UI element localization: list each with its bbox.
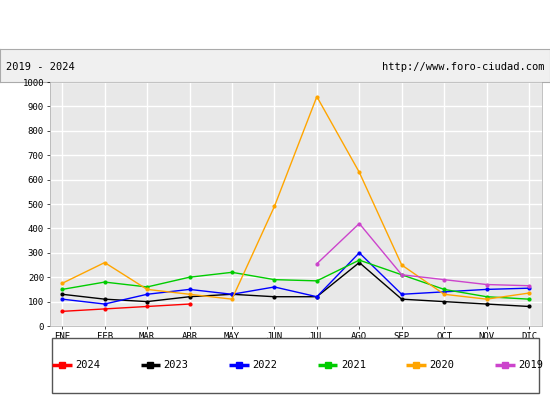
2023	[441, 299, 448, 304]
2021	[356, 258, 362, 262]
2023	[526, 304, 532, 309]
2022	[271, 284, 278, 289]
FancyBboxPatch shape	[52, 338, 540, 393]
2022	[101, 302, 108, 306]
Text: 2019: 2019	[518, 360, 543, 370]
Text: http://www.foro-ciudad.com: http://www.foro-ciudad.com	[382, 62, 544, 72]
2022	[186, 287, 193, 292]
2023	[144, 299, 150, 304]
2023	[101, 297, 108, 302]
2023	[186, 294, 193, 299]
2023	[59, 292, 65, 297]
2020	[144, 287, 150, 292]
Text: 2019 - 2024: 2019 - 2024	[6, 62, 74, 72]
2019	[483, 282, 490, 287]
2021	[271, 277, 278, 282]
2020	[526, 291, 532, 296]
2020	[483, 297, 490, 302]
Text: 2021: 2021	[341, 360, 366, 370]
Line: 2024: 2024	[61, 303, 191, 313]
2020	[314, 94, 320, 99]
2019	[314, 261, 320, 266]
2020	[271, 204, 278, 209]
2020	[101, 260, 108, 265]
2023	[398, 297, 405, 302]
2020	[229, 297, 235, 302]
2022	[356, 250, 362, 255]
2023	[314, 294, 320, 299]
Line: 2020: 2020	[61, 95, 530, 300]
2021	[101, 280, 108, 284]
2023	[229, 292, 235, 297]
2021	[483, 294, 490, 299]
Text: Evolucion Nº Turistas Nacionales en el municipio de Nacimiento: Evolucion Nº Turistas Nacionales en el m…	[27, 18, 523, 30]
2021	[441, 287, 448, 292]
2020	[398, 262, 405, 267]
2022	[144, 292, 150, 297]
2019	[398, 272, 405, 277]
2023	[356, 260, 362, 265]
2024	[59, 309, 65, 314]
2021	[186, 275, 193, 280]
2024	[144, 304, 150, 309]
2022	[59, 297, 65, 302]
2021	[59, 287, 65, 292]
2020	[59, 281, 65, 286]
2022	[229, 292, 235, 297]
Text: 2023: 2023	[164, 360, 189, 370]
Line: 2021: 2021	[61, 259, 530, 300]
2023	[483, 302, 490, 306]
2022	[314, 294, 320, 299]
Line: 2019: 2019	[316, 222, 530, 287]
2019	[441, 277, 448, 282]
2020	[186, 292, 193, 297]
2019	[526, 283, 532, 288]
2022	[526, 286, 532, 290]
2021	[314, 278, 320, 283]
Text: 2022: 2022	[252, 360, 277, 370]
2022	[483, 287, 490, 292]
2020	[441, 292, 448, 297]
2023	[271, 294, 278, 299]
2021	[398, 272, 405, 277]
2024	[101, 306, 108, 311]
2021	[144, 284, 150, 289]
Line: 2022: 2022	[61, 252, 530, 306]
2021	[526, 297, 532, 302]
2021	[229, 270, 235, 275]
2022	[441, 290, 448, 294]
Text: 2024: 2024	[75, 360, 100, 370]
2024	[186, 302, 193, 306]
2022	[398, 292, 405, 297]
2020	[356, 170, 362, 175]
Line: 2023: 2023	[61, 261, 530, 308]
2019	[356, 221, 362, 226]
Text: 2020: 2020	[430, 360, 454, 370]
